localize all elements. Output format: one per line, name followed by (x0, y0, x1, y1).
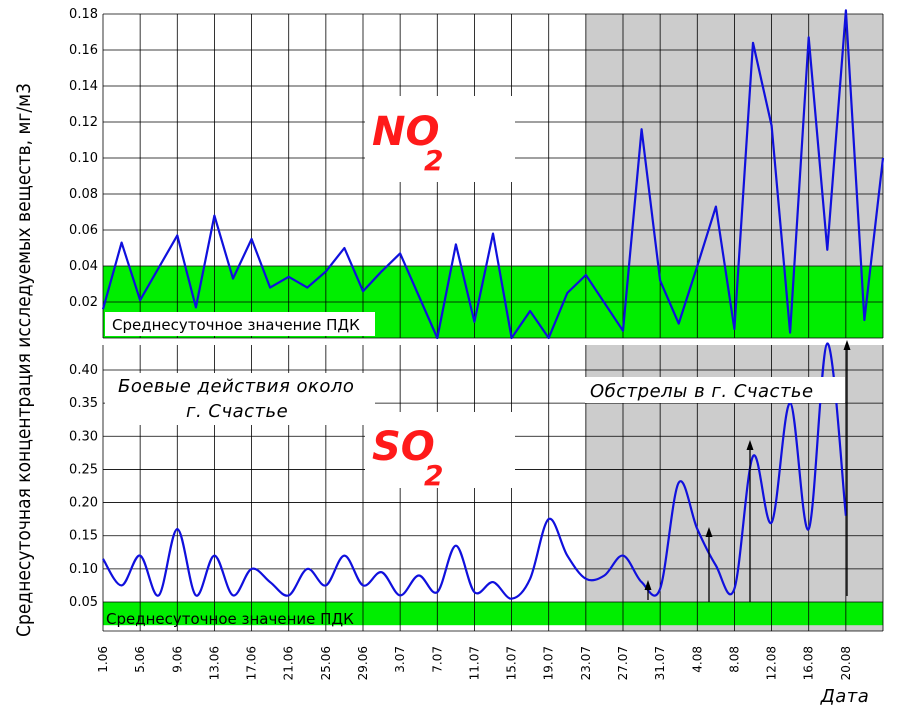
x-tick-label: 5.06 (133, 646, 147, 673)
x-tick-label: 8.08 (727, 646, 741, 673)
x-tick-label: 16.08 (802, 646, 816, 680)
y-tick-label: 0.10 (69, 151, 98, 166)
no2-label-box (365, 96, 515, 182)
y-tick-label: 0.08 (69, 187, 98, 202)
x-axis-title: Дата (820, 686, 870, 706)
so2-pdk-label: Среднесуточное значение ПДК (106, 610, 354, 628)
no2-pdk-label-box (105, 312, 375, 336)
no2-label: NO (372, 109, 439, 155)
y-tick-label: 0.06 (69, 223, 98, 238)
shelling-label: Обстрелы в г. Счастье (590, 381, 814, 402)
fighting-label-line1: Боевые действия около (118, 376, 354, 397)
y-tick-label: 0.10 (69, 562, 98, 577)
fighting-label-box (105, 373, 375, 425)
event-arrow-head (843, 340, 851, 350)
y-tick-label: 0.18 (69, 7, 98, 22)
y-tick-label: 0.35 (69, 396, 98, 411)
x-tick-label: 11.07 (467, 646, 481, 680)
event-arrow-head (644, 580, 652, 590)
x-tick-label: 19.07 (542, 646, 556, 680)
so2-label-sub: 2 (424, 459, 443, 492)
x-tick-label: 12.08 (765, 646, 779, 680)
x-tick-label: 29.06 (356, 646, 370, 680)
x-tick-label: 7.07 (430, 646, 444, 673)
so2-pdk-band (103, 602, 883, 626)
so2-label: SO (372, 424, 435, 470)
y-tick-label: 0.40 (69, 363, 98, 378)
y-tick-label: 0.04 (69, 259, 98, 274)
x-tick-label: 13.06 (207, 646, 221, 680)
fighting-label-line2: г. Счастье (186, 401, 288, 422)
y-tick-label: 0.15 (69, 529, 98, 544)
x-tick-label: 9.06 (170, 646, 184, 673)
y-tick-label: 0.05 (69, 595, 98, 610)
shelling-label-box (585, 377, 845, 403)
y-tick-label: 0.16 (69, 43, 98, 58)
x-tick-label: 20.08 (839, 646, 853, 680)
y-tick-label: 0.14 (69, 79, 98, 94)
no2-label-sub: 2 (424, 144, 443, 177)
y-tick-label: 0.20 (69, 496, 98, 511)
y-tick-label: 0.12 (69, 115, 98, 130)
y-tick-label: 0.25 (69, 462, 98, 477)
x-tick-label: 17.06 (245, 646, 259, 680)
x-tick-label: 23.07 (579, 646, 593, 680)
x-tick-label: 1.06 (96, 646, 110, 673)
y-tick-label: 0.30 (69, 429, 98, 444)
x-tick-label: 21.06 (282, 646, 296, 680)
x-tick-label: 27.07 (616, 646, 630, 680)
x-tick-label: 25.06 (319, 646, 333, 680)
x-tick-label: 3.07 (393, 646, 407, 673)
x-tick-label: 4.08 (690, 646, 704, 673)
y-axis-title: Среднесуточная концентрация исследуемых … (13, 83, 35, 637)
no2-pdk-label: Среднесуточное значение ПДК (112, 316, 360, 334)
event-arrow-head (746, 440, 754, 450)
so2-label-box (365, 412, 515, 488)
no2-series-line (101, 9, 885, 340)
y-tick-label: 0.02 (69, 295, 98, 310)
so2-series-line (102, 342, 847, 600)
x-tick-label: 31.07 (653, 646, 667, 680)
event-arrow-head (705, 527, 713, 537)
x-tick-label: 15.07 (505, 646, 519, 680)
